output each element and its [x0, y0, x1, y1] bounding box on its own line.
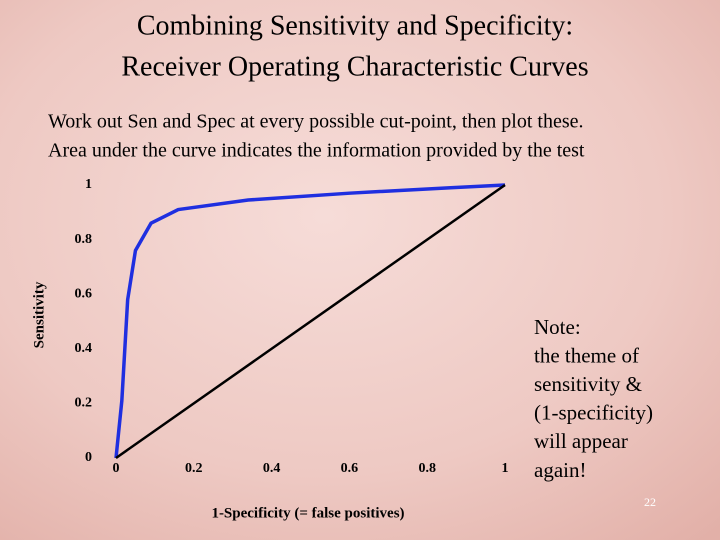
- y-axis-label: Sensitivity: [31, 281, 47, 348]
- title-line: Combining Sensitivity and Specificity:: [137, 10, 573, 41]
- x-tick-label: 0.6: [341, 461, 359, 476]
- x-tick-label: 0.8: [418, 461, 436, 476]
- y-tick-label: 0.6: [75, 286, 93, 301]
- title-line: Receiver Operating Characteristic Curves: [121, 51, 588, 82]
- y-tick-label: 0.2: [75, 396, 93, 411]
- y-tick-label: 0.4: [75, 341, 93, 356]
- note-line: again!: [534, 458, 586, 482]
- note-line: sensitivity &: [534, 372, 642, 396]
- x-tick-label: 0: [113, 461, 120, 476]
- note-line: (1-specificity): [534, 401, 653, 425]
- note-line: Note:: [534, 315, 581, 339]
- subtitle-line: Work out Sen and Spec at every possible …: [48, 111, 584, 133]
- x-tick-label: 0.2: [185, 461, 203, 476]
- note-line: the theme of: [534, 343, 639, 367]
- y-tick-label: 0.8: [75, 232, 93, 247]
- y-tick-label: 0: [85, 450, 92, 465]
- note-line: will appear: [534, 429, 628, 453]
- y-tick-label: 1: [85, 177, 92, 192]
- x-tick-label: 0.4: [263, 461, 281, 476]
- subtitle-line: Area under the curve indicates the infor…: [48, 140, 585, 162]
- x-tick-label: 1: [502, 461, 509, 476]
- series-line: [115, 183, 506, 460]
- x-axis-label: 1-Specificity (= false positives): [211, 505, 404, 521]
- page-number: 22: [644, 495, 656, 509]
- series-line: [114, 183, 506, 459]
